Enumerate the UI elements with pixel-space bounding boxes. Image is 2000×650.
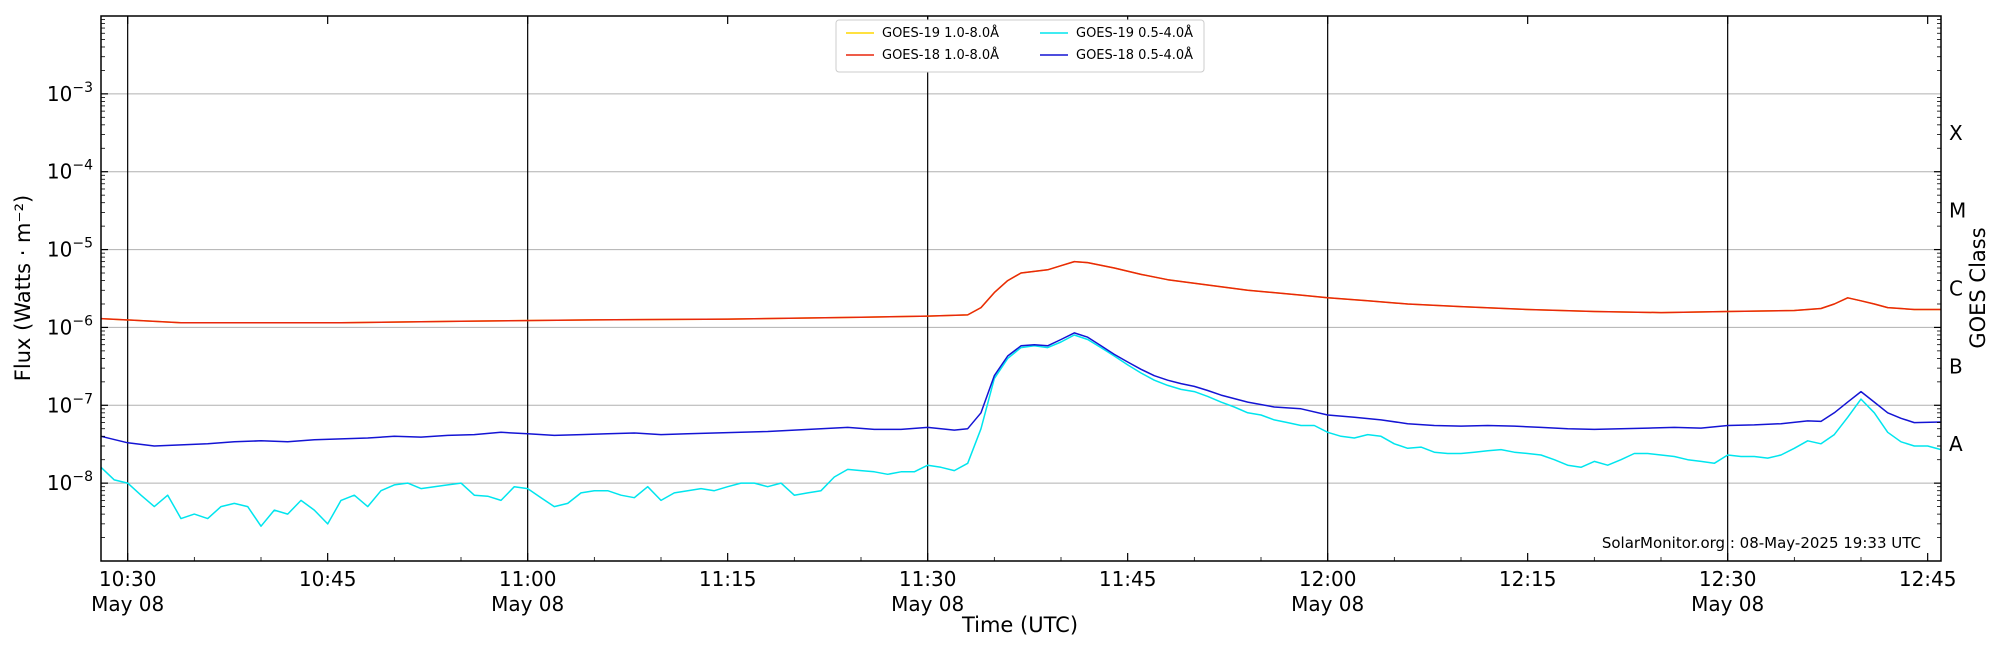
goes-class-label: A — [1949, 432, 1963, 456]
day-vertical-lines — [127, 16, 1729, 561]
x-tick-sublabel: May 08 — [1291, 592, 1364, 616]
gridlines — [101, 93, 1941, 484]
x-tick-label: 12:15 — [1499, 567, 1557, 591]
x-tick-label: 10:30 — [99, 567, 157, 591]
series-line-3 — [100, 332, 1942, 447]
y-tick-label: 10−7 — [47, 391, 93, 417]
legend-label: GOES-18 0.5-4.0Å — [1076, 47, 1193, 63]
plot-frame — [100, 15, 1942, 562]
y-axis-title: Flux (Watts · m⁻²) — [11, 195, 35, 381]
y-tick-label: 10−8 — [47, 469, 93, 495]
x-tick-sublabel: May 08 — [491, 592, 564, 616]
x-tick-label: 11:15 — [699, 567, 757, 591]
goes-class-label: C — [1949, 277, 1963, 301]
legend-box — [835, 19, 1205, 73]
x-tick-label: 12:00 — [1299, 567, 1357, 591]
x-tick-label: 10:45 — [299, 567, 357, 591]
goes-class-label: M — [1949, 199, 1966, 223]
y-tick-label: 10−4 — [47, 158, 93, 184]
x-tick-label: 11:00 — [499, 567, 557, 591]
legend-label: GOES-19 1.0-8.0Å — [882, 25, 999, 41]
x-tick-sublabel: May 08 — [891, 592, 964, 616]
x-tick-label: 11:30 — [899, 567, 957, 591]
x-tick-label: 11:45 — [1099, 567, 1157, 591]
series-line-1 — [100, 260, 1941, 324]
right-axis-title: GOES Class — [1966, 227, 1990, 348]
y-tick-label: 10−5 — [47, 236, 93, 262]
x-tick-label: 12:30 — [1699, 567, 1757, 591]
legend-label: GOES-19 0.5-4.0Å — [1076, 25, 1193, 41]
y-tick-label: 10−3 — [47, 80, 93, 106]
legend-label: GOES-18 1.0-8.0Å — [882, 47, 999, 63]
legend: GOES-19 1.0-8.0Å GOES-18 1.0-8.0Å GOES-19 … — [835, 19, 1205, 73]
y-tick-label: 10−6 — [47, 313, 93, 339]
x-tick-sublabel: May 08 — [1691, 592, 1764, 616]
x-tick-label: 12:45 — [1899, 567, 1957, 591]
series-lines — [100, 260, 1942, 527]
credit-text: SolarMonitor.org : 08-May-2025 19:33 UTC — [1602, 534, 1921, 552]
goes-class-label: X — [1949, 121, 1963, 145]
goes-class-label: B — [1949, 354, 1963, 378]
x-axis-title: Time (UTC) — [961, 613, 1078, 637]
x-tick-sublabel: May 08 — [91, 592, 164, 616]
series-line-2 — [100, 334, 1942, 527]
